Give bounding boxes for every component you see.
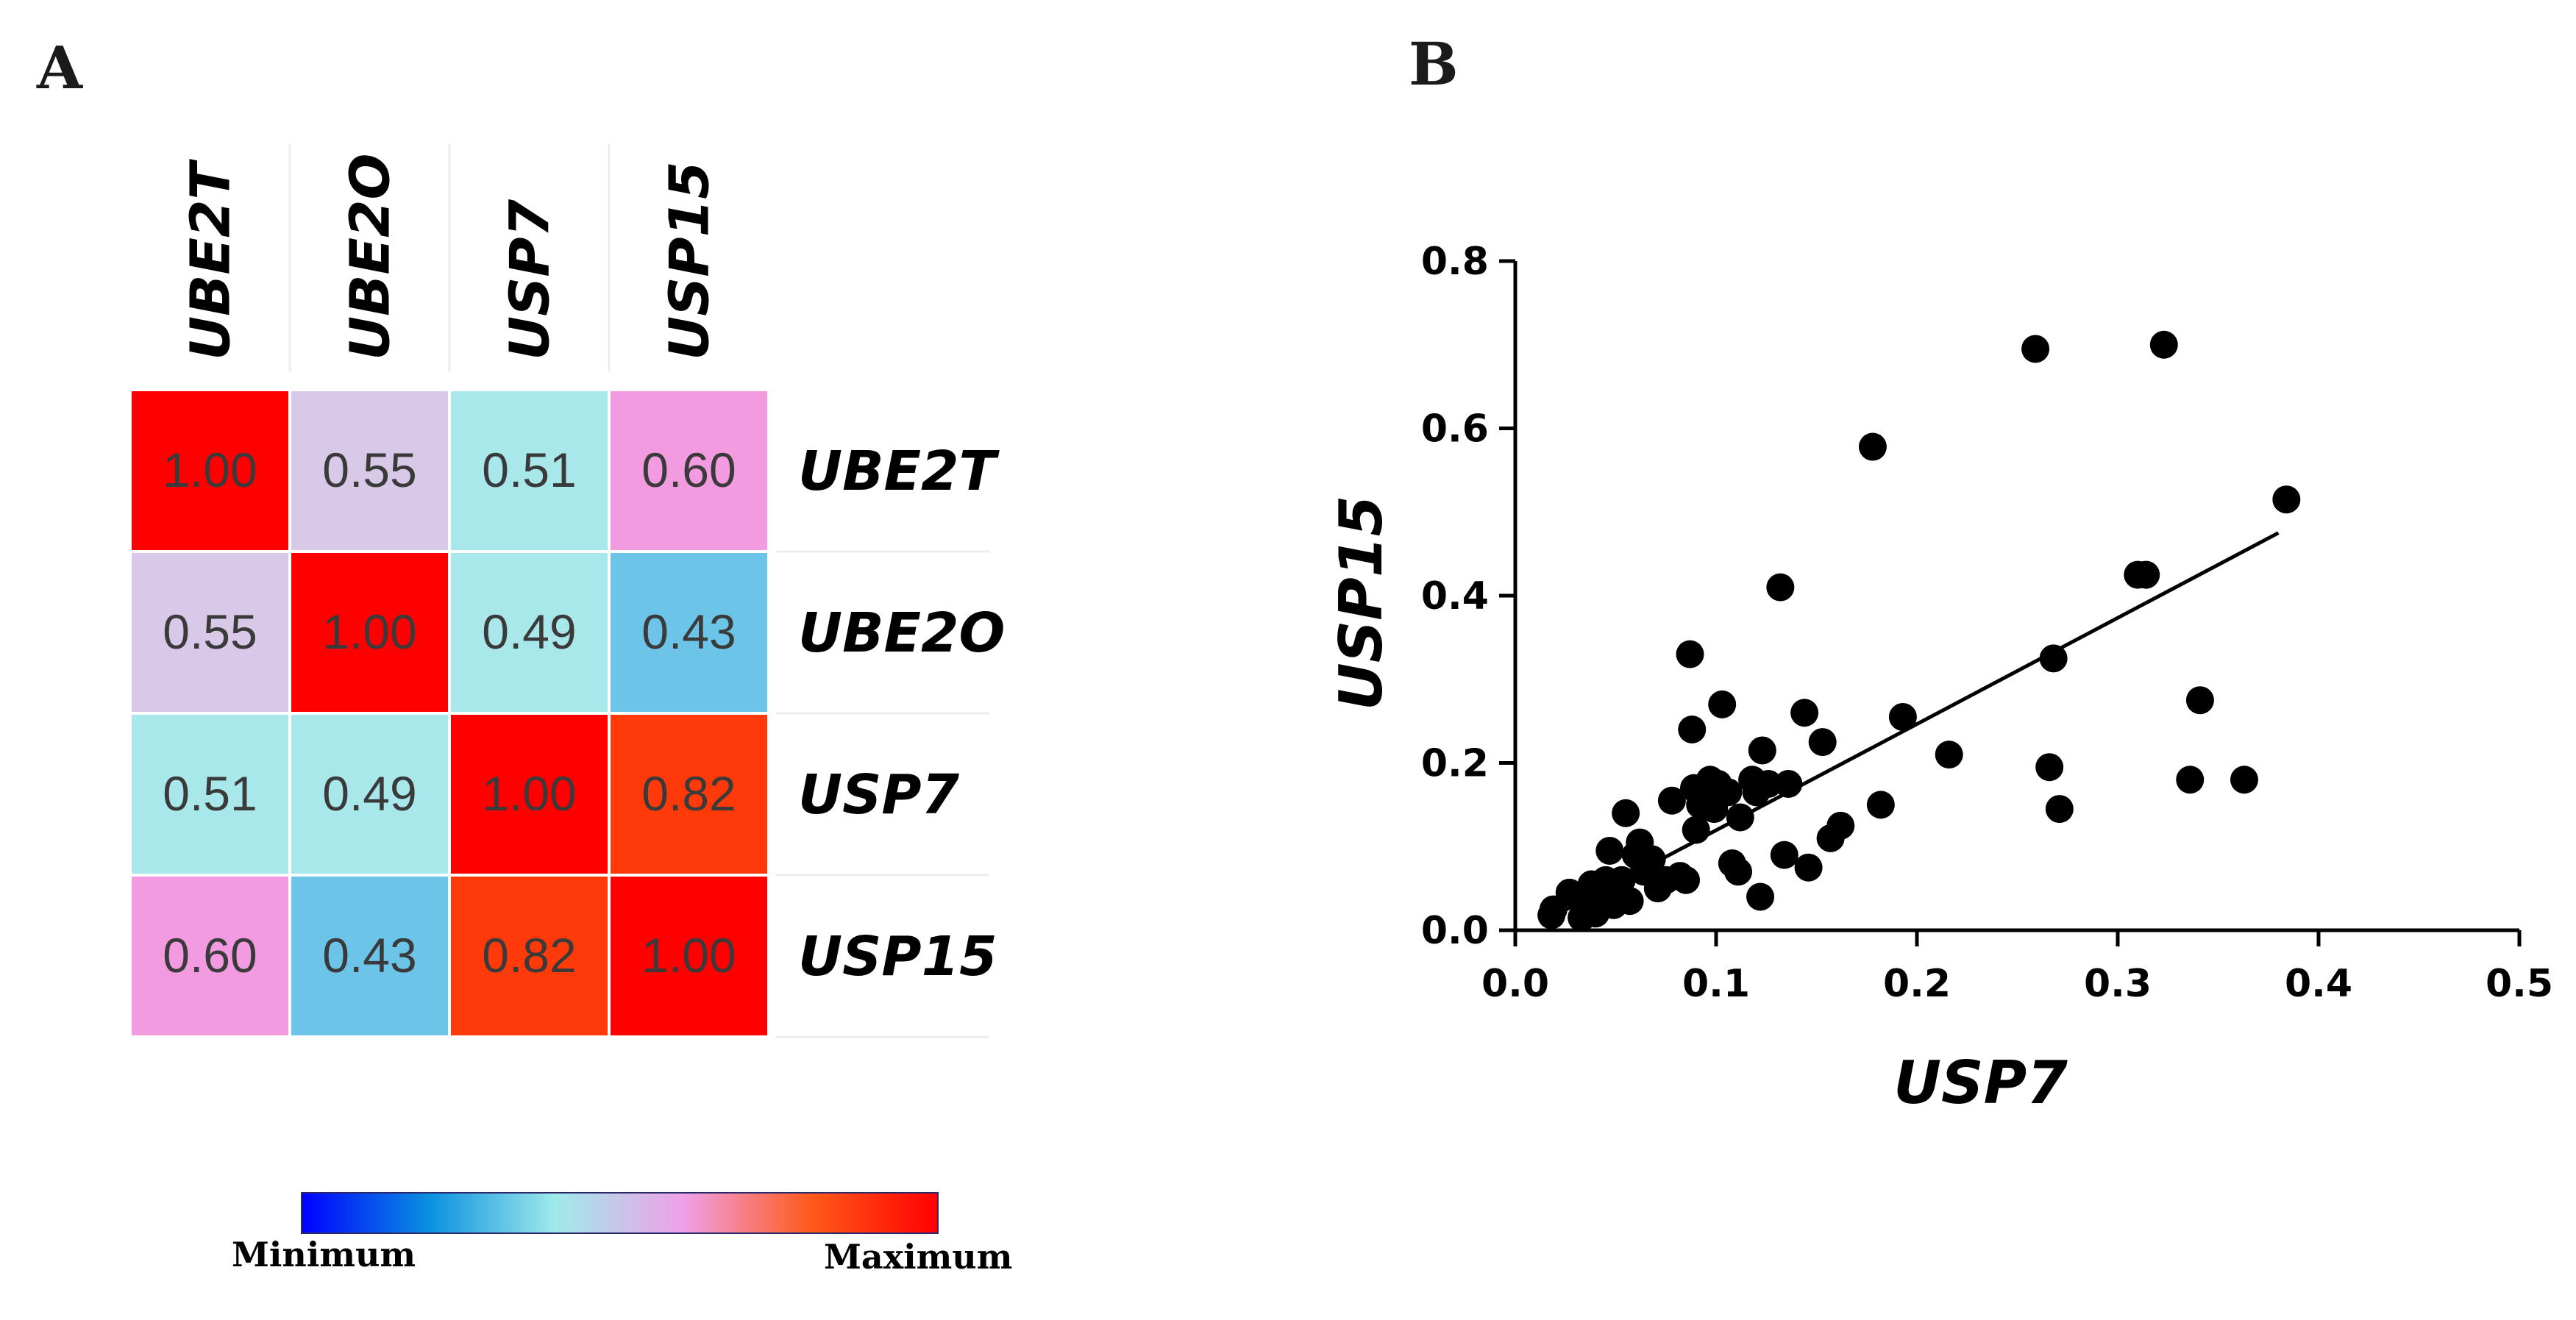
colorbar-gradient	[301, 1192, 939, 1234]
scatter-point	[1935, 741, 1963, 769]
x-tick-label: 0.3	[2084, 962, 2152, 1006]
scatter-point	[1714, 778, 1743, 807]
scatter-point	[1790, 699, 1819, 727]
heatmap-cell-ube2o-ube2o	[288, 550, 451, 715]
scatter-point	[2176, 766, 2205, 794]
heatmap-cell-value: 1.00	[163, 443, 257, 497]
scatter-point	[1766, 573, 1795, 602]
heatmap-cell-ube2t-usp15	[608, 388, 770, 553]
scatter-point	[2039, 644, 2068, 673]
scatter-point	[1866, 791, 1895, 819]
heatmap-cell-value: 0.55	[322, 443, 416, 497]
scatter-point	[2230, 766, 2258, 794]
scatter-point	[2021, 335, 2050, 363]
heatmap-cell-value: 1.00	[322, 604, 416, 659]
scatter-plot: 0.0 0.1 0.2 0.3 0.4 0.5 0.0 0.2 0.4 0.6 0.8 USP7 USP…	[1327, 240, 2553, 1117]
heatmap-cell-value: 0.51	[482, 443, 576, 497]
scatter-point	[1672, 866, 1701, 894]
heatmap-cell-value: 1.00	[482, 766, 576, 821]
scatter-point	[1726, 803, 1754, 832]
row-label-ube2t: UBE2T	[798, 440, 1000, 503]
scatter-point	[1595, 836, 1624, 865]
x-axis-title: USP7	[1893, 1049, 2068, 1117]
scatter-point	[1637, 845, 1666, 874]
scatter-point	[1682, 816, 1710, 844]
panel-label-a: A	[36, 33, 83, 102]
row-label-ube2o: UBE2O	[798, 602, 1005, 665]
column-header-usp15: USP15	[658, 161, 722, 360]
column-header-ube2t: UBE2T	[179, 158, 243, 360]
heatmap-cell-usp15-usp15	[608, 874, 770, 1038]
scatter-point	[2132, 560, 2160, 589]
heatmap-cell-value: 0.60	[163, 928, 257, 982]
column-header-ube2o: UBE2O	[339, 154, 402, 360]
row-label-usp7: USP7	[798, 763, 960, 827]
row-label-usp15: USP15	[798, 925, 997, 988]
heatmap-cell-ube2o-ube2t	[129, 550, 291, 715]
heatmap-cell-usp15-ube2t	[129, 874, 291, 1038]
y-tick-label: 0.2	[1421, 742, 1489, 786]
heatmap-cell-value: 0.43	[641, 604, 736, 659]
scatter-point	[1612, 799, 1640, 827]
heatmap-cell-value: 0.55	[163, 604, 257, 659]
x-tick-label: 0.1	[1682, 962, 1750, 1006]
heatmap-cell-ube2t-usp7	[448, 388, 611, 553]
scatter-point	[1826, 811, 1855, 840]
heatmap-cell-value: 0.43	[322, 928, 416, 982]
y-axis-title: USP15	[1327, 496, 1395, 711]
scatter-point	[1615, 887, 1644, 916]
scatter-point	[2185, 686, 2214, 715]
heatmap-cell-value: 0.82	[482, 928, 576, 982]
colorbar-max-label: Maximum	[824, 1237, 1012, 1277]
colorbar-legend: Minimum Maximum	[232, 1192, 1012, 1277]
scatter-point	[1724, 857, 1753, 886]
scatter-point	[1746, 882, 1775, 911]
x-tick-label: 0.4	[2285, 962, 2352, 1006]
y-tick-label: 0.4	[1421, 574, 1489, 618]
correlation-heatmap: 1.00 0.55 0.51 0.60 0.55 1.00 0.49 0.43 0.51 0.49…	[129, 143, 1005, 1038]
y-tick-label: 0.6	[1421, 407, 1489, 452]
y-tick-label: 0.0	[1421, 909, 1489, 953]
scatter-point	[2272, 485, 2301, 514]
scatter-point	[2045, 795, 2074, 824]
scatter-point	[2035, 753, 2064, 782]
heatmap-cell-value: 1.00	[641, 928, 736, 982]
scatter-point	[1770, 841, 1798, 869]
scatter-point	[1774, 769, 1803, 798]
regression-line	[1554, 531, 2280, 917]
scatter-point	[1794, 853, 1823, 882]
scatter-point	[1657, 786, 1686, 815]
heatmap-cell-value: 0.49	[482, 604, 576, 659]
heatmap-cell-value: 0.82	[641, 766, 736, 821]
heatmap-cell-value: 0.49	[322, 766, 416, 821]
x-tick-label: 0.2	[1883, 962, 1951, 1006]
x-tick-label: 0.0	[1481, 962, 1549, 1006]
heatmap-cell-usp15-ube2o	[288, 874, 451, 1038]
scatter-point	[1748, 736, 1776, 765]
heatmap-cell-ube2t-ube2o	[288, 388, 451, 553]
scatter-point	[1888, 702, 1917, 731]
scatter-point	[1858, 432, 1887, 461]
scatter-point	[1754, 769, 1782, 798]
heatmap-cell-usp7-usp15	[608, 712, 770, 877]
panel-label-b: B	[1409, 29, 1459, 99]
heatmap-cell-usp7-usp7	[448, 712, 611, 877]
heatmap-cell-usp15-usp7	[448, 874, 611, 1038]
x-tick-label: 0.5	[2486, 962, 2553, 1006]
scatter-point	[1708, 690, 1737, 718]
scatter-point	[1676, 640, 1704, 668]
heatmap-cell-value: 0.60	[641, 443, 736, 497]
colorbar-min-label: Minimum	[232, 1235, 416, 1274]
scatter-point	[1678, 716, 1707, 743]
heatmap-cell-ube2o-usp15	[608, 550, 770, 715]
scatter-point	[1808, 728, 1837, 757]
scatter-point	[2149, 330, 2178, 359]
heatmap-cell-value: 0.51	[163, 766, 257, 821]
column-header-usp7: USP7	[499, 199, 562, 360]
y-tick-label: 0.8	[1421, 240, 1489, 284]
